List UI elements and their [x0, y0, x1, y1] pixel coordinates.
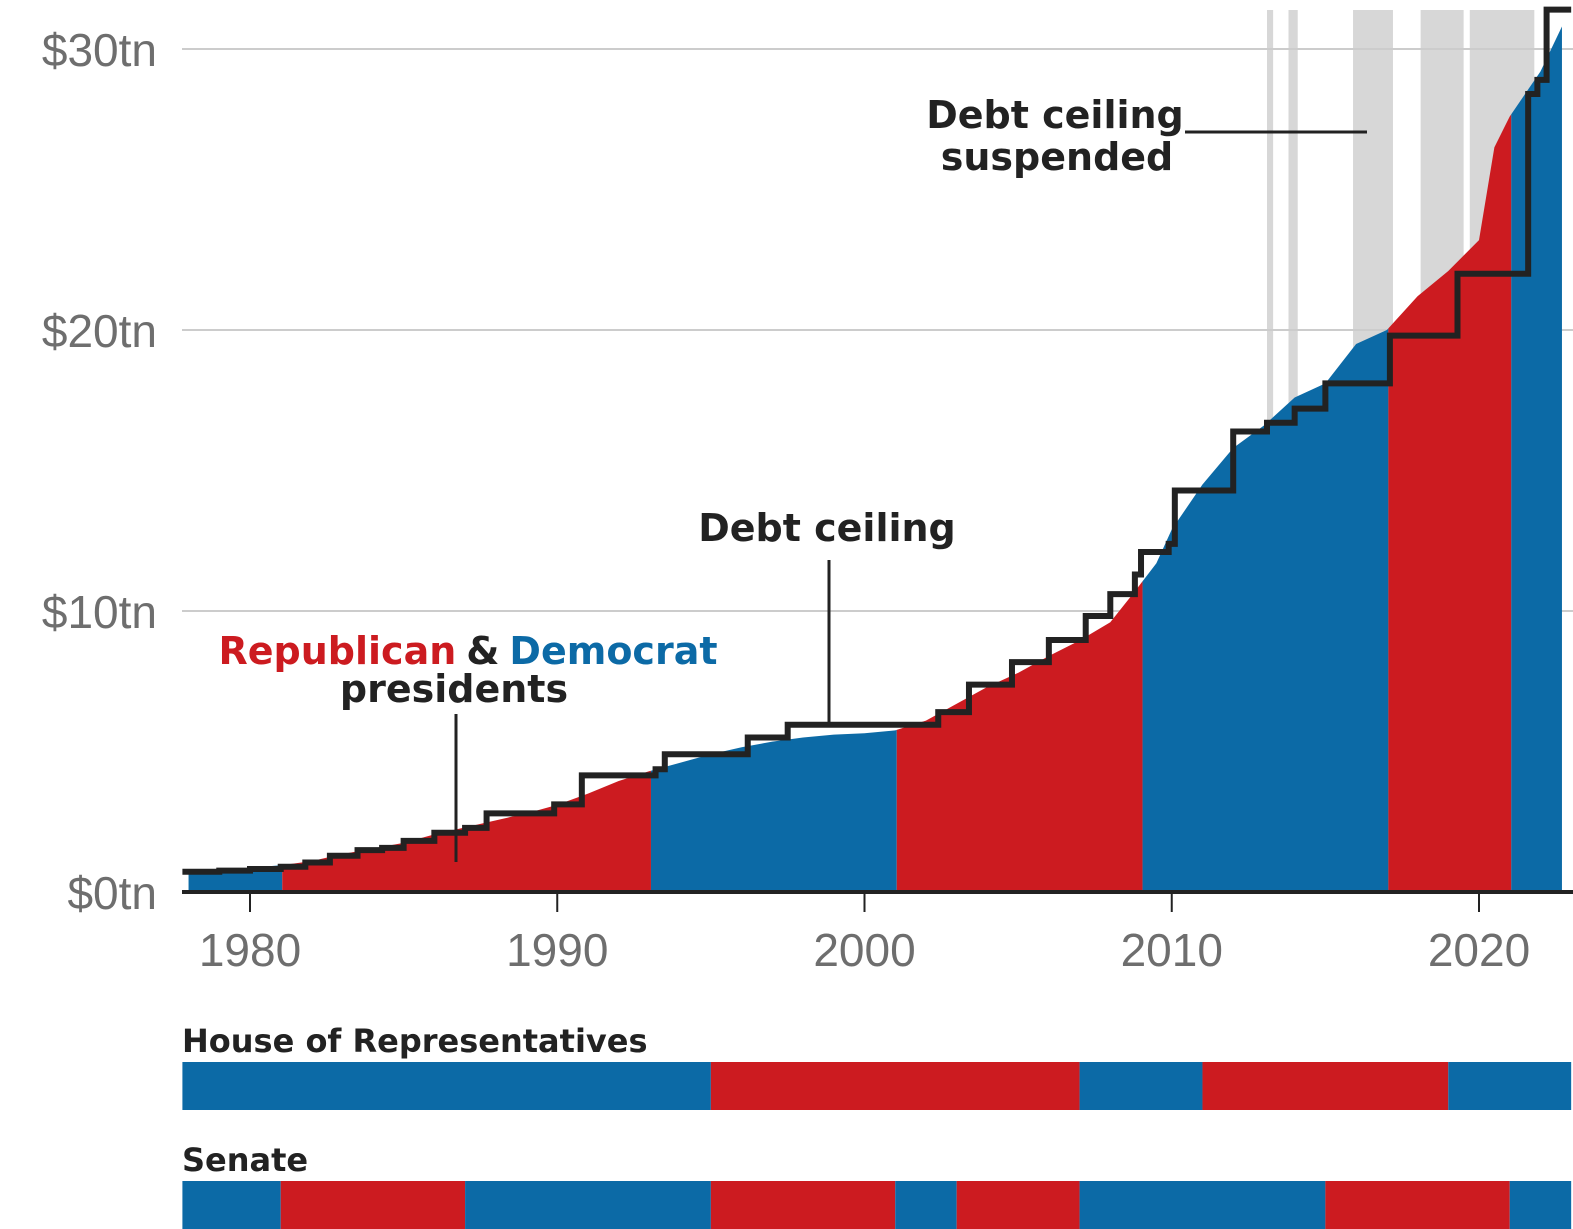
senate-segment-democrat-8: [1509, 1181, 1572, 1229]
x-axis-ticks: 1980 1990 2000 2010 2020: [199, 892, 1530, 976]
ceiling-line: [182, 6, 1572, 875]
debt-ceiling-label: Debt ceiling: [698, 506, 956, 550]
house-label: House of Representatives: [182, 1022, 648, 1060]
x-tick-label-2010: 2010: [1121, 924, 1223, 976]
area-republican-3: [896, 581, 1143, 892]
y-axis-ticks: $0tn $10tn $20tn $30tn: [42, 24, 157, 919]
senate-segment-republican-3: [710, 1181, 896, 1229]
house-segment-democrat-0: [182, 1062, 711, 1110]
senate-segment-republican-7: [1325, 1181, 1510, 1229]
suspended-annotation: Debt ceiling suspended: [926, 93, 1367, 179]
democrat-label: Democrat: [509, 629, 717, 673]
svg-text:Republican&Democrat: Republican & Democrat: [219, 629, 718, 673]
house-segment-democrat-2: [1079, 1062, 1203, 1110]
y-tick-label-0: $0tn: [67, 867, 157, 919]
x-tick-label-1980: 1980: [199, 924, 301, 976]
senate-segment-republican-5: [956, 1181, 1080, 1229]
suspended-label-line2: suspended: [941, 135, 1174, 179]
debt-area: [188, 26, 1562, 893]
senate-segment-democrat-4: [895, 1181, 957, 1229]
x-tick-label-2000: 2000: [813, 924, 915, 976]
y-tick-label-10: $10tn: [42, 586, 157, 638]
presidents-annotation: Republican & Democrat presidents: [219, 629, 718, 862]
y-tick-label-20: $20tn: [42, 305, 157, 357]
presidents-label: presidents: [340, 667, 568, 711]
senate-band: [182, 1181, 1572, 1229]
area-democrat-4: [1142, 328, 1389, 893]
house-segment-republican-3: [1202, 1062, 1449, 1110]
suspended-label-line1: Debt ceiling: [926, 93, 1184, 137]
senate-segment-democrat-0: [182, 1181, 281, 1229]
x-tick-label-2020: 2020: [1428, 924, 1530, 976]
debt-ceiling-line: [182, 6, 1572, 875]
area-republican-5: [1388, 114, 1512, 892]
ampersand-label: &: [466, 629, 499, 673]
area-democrat-2: [650, 729, 897, 892]
y-tick-label-30: $30tn: [42, 24, 157, 76]
senate-label: Senate: [182, 1141, 308, 1179]
senate-segment-democrat-2: [465, 1181, 711, 1229]
senate-segment-democrat-6: [1079, 1181, 1326, 1229]
x-tick-label-1990: 1990: [506, 924, 608, 976]
area-democrat-6: [1511, 26, 1562, 892]
house-segment-republican-1: [710, 1062, 1080, 1110]
house-band: [182, 1062, 1572, 1110]
republican-label: Republican: [219, 629, 457, 673]
house-segment-democrat-4: [1448, 1062, 1572, 1110]
ceiling-annotation: Debt ceiling: [698, 506, 956, 722]
senate-segment-republican-1: [280, 1181, 466, 1229]
